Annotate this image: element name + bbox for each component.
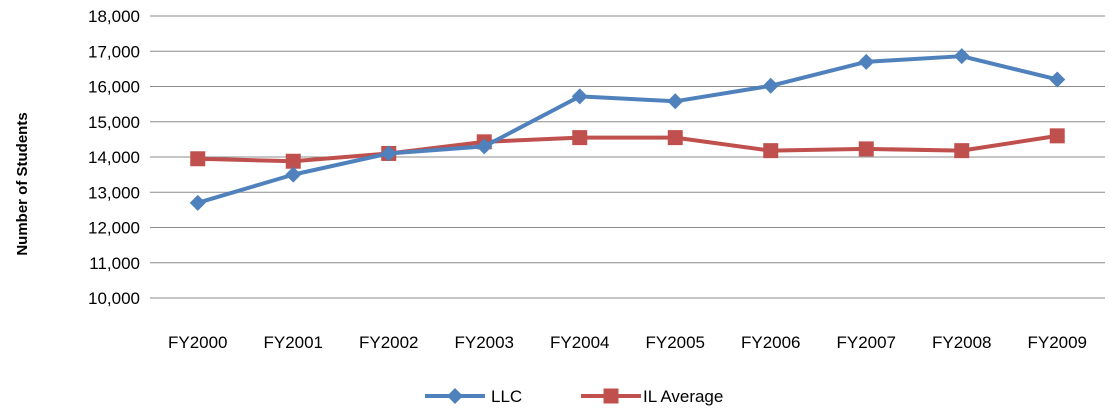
y-tick-label: 14,000 — [88, 148, 140, 167]
x-tick-label: FY2008 — [932, 333, 992, 352]
series-line — [197, 133, 1058, 164]
data-point — [571, 88, 588, 105]
x-tick-label: FY2006 — [741, 333, 801, 352]
data-point — [763, 143, 779, 159]
data-point — [572, 130, 588, 146]
y-tick-label: 12,000 — [88, 219, 140, 238]
data-point — [858, 141, 874, 157]
data-point — [189, 194, 206, 211]
x-tick-label: FY2001 — [263, 333, 323, 352]
x-tick-label: FY2002 — [359, 333, 419, 352]
legend-item: IL Average — [581, 387, 723, 406]
x-tick-label: FY2004 — [550, 333, 610, 352]
data-point — [954, 143, 970, 159]
data-point — [667, 130, 683, 146]
x-tick-label: FY2007 — [836, 333, 896, 352]
x-tick-label: FY2009 — [1027, 333, 1087, 352]
legend-label: LLC — [491, 387, 522, 406]
series-il-average — [190, 128, 1065, 169]
legend-marker — [603, 388, 619, 404]
series-llc — [189, 48, 1066, 211]
x-axis-tick-labels: FY2000 FY2001 FY2002 FY2003 FY2004 FY2005 FY20… — [168, 333, 1087, 352]
series-layer — [189, 48, 1066, 211]
y-tick-label: 13,000 — [88, 183, 140, 202]
y-tick-label: 17,000 — [88, 42, 140, 61]
y-tick-label: 11,000 — [89, 254, 140, 273]
data-point — [380, 145, 397, 162]
data-point — [1049, 71, 1066, 88]
data-point — [476, 138, 493, 155]
legend: LLC IL Average — [425, 387, 723, 406]
data-point — [190, 151, 206, 167]
x-tick-label: FY2005 — [645, 333, 705, 352]
series-line — [197, 54, 1058, 205]
data-point — [285, 166, 302, 183]
legend-item: LLC — [425, 387, 522, 406]
data-point — [762, 77, 779, 94]
legend-marker — [447, 388, 463, 404]
data-point — [285, 153, 301, 169]
gridlines — [150, 15, 1105, 299]
data-point — [858, 53, 875, 70]
x-tick-label: FY2003 — [454, 333, 514, 352]
x-tick-label: FY2000 — [168, 333, 228, 352]
y-axis-tick-labels: 10,000 11,000 12,000 13,000 14,000 15,000 16,0… — [88, 7, 140, 308]
legend-label: IL Average — [643, 387, 723, 406]
data-point — [1049, 128, 1065, 144]
data-point — [953, 48, 970, 65]
y-tick-label: 10,000 — [88, 289, 140, 308]
y-tick-label: 15,000 — [88, 113, 140, 132]
y-tick-label: 16,000 — [88, 78, 140, 97]
data-point — [667, 93, 684, 110]
y-axis-title: Number of Students — [14, 112, 31, 255]
y-tick-label: 18,000 — [88, 7, 140, 26]
